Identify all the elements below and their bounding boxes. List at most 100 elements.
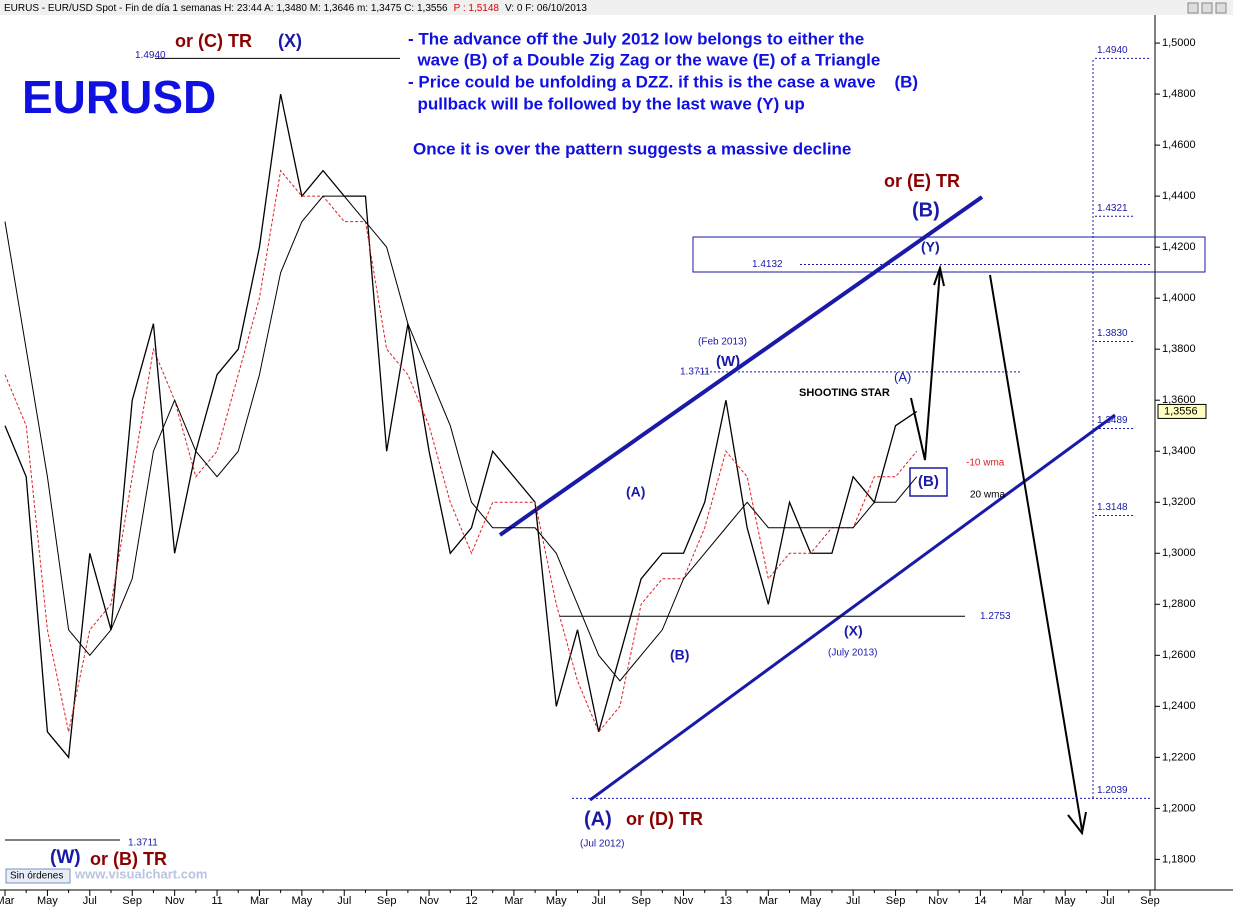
projection-arrow — [910, 269, 941, 461]
x-tick-label: Jul — [592, 895, 606, 907]
price-line — [4, 93, 918, 759]
annotation: (A) — [894, 369, 911, 384]
annotation: (B) — [670, 647, 689, 663]
footer: Sin órdenes www.visualchart.com — [5, 866, 207, 884]
annotation: SHOOTING STAR — [799, 387, 890, 399]
decline-arrow — [989, 274, 1083, 831]
annotation: (B) — [918, 473, 939, 490]
level-label: 1.3711 — [680, 367, 710, 378]
y-tick-label: 1,2400 — [1162, 700, 1196, 712]
y-tick-label: 1,3600 — [1162, 394, 1196, 406]
x-tick-label: May — [291, 895, 312, 907]
annotation: (W) — [716, 353, 740, 370]
y-tick-label: 1,4800 — [1162, 88, 1196, 100]
x-tick-label: Nov — [674, 895, 694, 907]
annotation: or (D) TR — [626, 809, 703, 829]
level-label: 1.2753 — [980, 611, 1011, 622]
level-label: 1.4321 — [1097, 203, 1128, 214]
header-bar — [0, 0, 1233, 15]
notes: - The advance off the July 2012 low belo… — [408, 29, 918, 158]
x-tick-label: Jul — [337, 895, 351, 907]
x-tick-label: 13 — [720, 895, 732, 907]
y-tick-label: 1,2000 — [1162, 802, 1196, 814]
level-label: 1.3830 — [1097, 328, 1128, 339]
note: Once it is over the pattern suggests a m… — [413, 139, 851, 158]
x-tick-label: Mar — [759, 895, 778, 907]
x-tick-label: Sep — [377, 895, 397, 907]
annotation: (July 2013) — [828, 648, 877, 659]
x-tick-label: Mar — [1013, 895, 1032, 907]
wave-box — [909, 467, 948, 497]
y-tick-label: 1,4200 — [1162, 241, 1196, 253]
x-tick-label: Sep — [122, 895, 142, 907]
maximize-button[interactable] — [1201, 2, 1213, 14]
close-button[interactable] — [1215, 2, 1227, 14]
note: wave (B) of a Double Zig Zag or the wave… — [408, 50, 880, 69]
x-tick-label: Jul — [83, 895, 97, 907]
x-tick-label: 12 — [465, 895, 477, 907]
channel-upper — [498, 195, 984, 537]
drawings — [5, 60, 1206, 841]
price-line — [4, 195, 918, 682]
x-tick-label: May — [1055, 895, 1076, 907]
legend-label: -10 wma — [966, 458, 1005, 469]
minimize-button[interactable] — [1187, 2, 1199, 14]
last-price-label: 1,3556 — [1164, 405, 1198, 417]
header-text: EURUS - EUR/USD Spot - Fin de día 1 sema… — [4, 3, 587, 14]
x-tick-label: Mar — [0, 895, 15, 907]
watermark: www.visualchart.com — [74, 866, 207, 881]
note: - Price could be unfolding a DZZ. if thi… — [408, 72, 918, 91]
annotation: 1.3711 — [128, 838, 158, 849]
y-tick-label: 1,3800 — [1162, 343, 1196, 355]
y-tick-label: 1,3400 — [1162, 445, 1196, 457]
y-tick-label: 1,4600 — [1162, 139, 1196, 151]
x-tick-label: 14 — [974, 895, 986, 907]
y-tick-label: 1,2200 — [1162, 751, 1196, 763]
order-button[interactable] — [5, 868, 71, 884]
level-label: 1.2039 — [1097, 785, 1128, 796]
annotation: or (B) TR — [90, 849, 167, 869]
y-tick-label: 1,5000 — [1162, 37, 1196, 49]
level-label: 1.4940 — [1097, 45, 1128, 56]
annotation: (X) — [844, 623, 863, 639]
y-tick-label: 1,2800 — [1162, 598, 1196, 610]
last-price-box — [1157, 403, 1207, 419]
annotation: (Feb 2013) — [698, 337, 747, 348]
y-tick-label: 1,1800 — [1162, 853, 1196, 865]
arrow-head — [1067, 811, 1087, 836]
note: pullback will be followed by the last wa… — [408, 94, 805, 113]
price-line — [4, 169, 918, 733]
annotation: (Y) — [921, 239, 940, 255]
legend-label: 20 wma — [970, 490, 1005, 501]
annotation: (X) — [278, 31, 302, 51]
x-tick-label: Sep — [1140, 895, 1160, 907]
x-tick-label: Jul — [846, 895, 860, 907]
y-tick-label: 1,4000 — [1162, 292, 1196, 304]
y-tick-label: 1,3200 — [1162, 496, 1196, 508]
x-tick-label: Mar — [504, 895, 523, 907]
x-tick-label: Nov — [419, 895, 439, 907]
chart-title: EURUSD — [22, 71, 216, 123]
y-tick-label: 1,4400 — [1162, 190, 1196, 202]
x-tick-label: Mar — [250, 895, 269, 907]
annotation: (B) — [912, 199, 940, 221]
channel-lower — [589, 413, 1116, 802]
annotation: (A) — [584, 808, 612, 830]
target-zone — [692, 236, 1206, 273]
annotation: or (E) TR — [884, 171, 960, 191]
level-label: 1.4940 — [135, 50, 166, 61]
annotation: (Jul 2012) — [580, 839, 624, 850]
y-tick-label: 1,2600 — [1162, 649, 1196, 661]
level-label: 1.4132 — [752, 259, 783, 270]
annotation: or (C) TR — [175, 31, 252, 51]
x-tick-label: Sep — [886, 895, 906, 907]
annotation: (W) — [50, 847, 81, 868]
level-label: 1.3148 — [1097, 502, 1128, 513]
arrow-head — [933, 264, 945, 287]
x-tick-label: 11 — [211, 895, 222, 907]
x-tick-label: Sep — [631, 895, 651, 907]
x-tick-label: Nov — [928, 895, 948, 907]
level-label: 1.3489 — [1097, 415, 1128, 426]
x-tick-label: May — [546, 895, 567, 907]
